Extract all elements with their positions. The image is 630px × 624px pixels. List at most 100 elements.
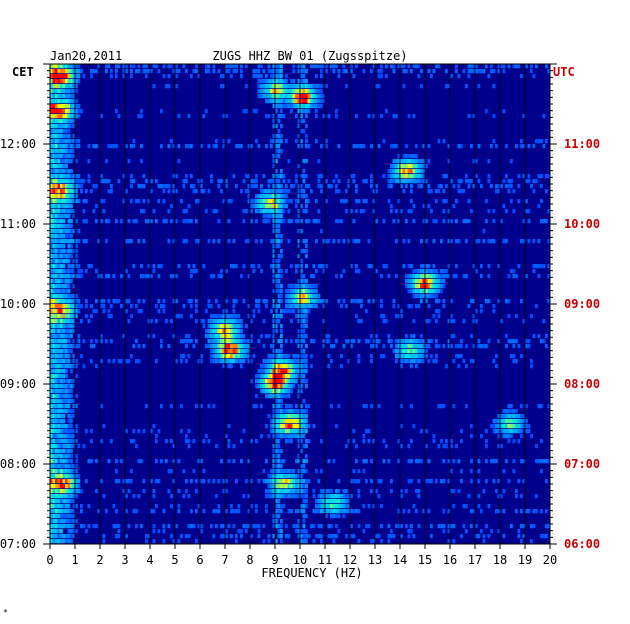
- spectrogram-cell: [330, 509, 333, 514]
- spectrogram-cell: [252, 204, 256, 209]
- spectrogram-cell: [100, 304, 103, 309]
- spectrogram-cell: [65, 314, 68, 319]
- spectrogram-cell: [430, 74, 433, 79]
- spectrogram-cell: [405, 159, 408, 164]
- spectrogram-cell: [50, 329, 53, 334]
- spectrogram-cell: [92, 184, 96, 189]
- spectrogram-cell: [187, 439, 191, 444]
- spectrogram-cell: [262, 344, 266, 349]
- spectrogram-cell: [247, 349, 251, 354]
- spectrogram-cell: [67, 144, 71, 149]
- spectrogram-cell: [237, 319, 241, 324]
- spectrogram-cell: [237, 144, 241, 149]
- spectrogram-cell: [280, 539, 283, 544]
- spectrogram-cell: [280, 479, 283, 484]
- spectrogram-cell: [90, 304, 93, 309]
- spectrogram-cell: [155, 179, 158, 184]
- spectrogram-cell: [60, 119, 63, 124]
- spectrogram-cell: [277, 129, 281, 134]
- spectrogram-cell: [402, 349, 406, 354]
- spectrogram-cell: [170, 534, 173, 539]
- spectrogram-cell: [337, 404, 341, 409]
- spectrogram-cell: [512, 469, 516, 474]
- spectrogram-cell: [50, 369, 53, 374]
- spectrogram-cell: [55, 144, 58, 149]
- spectrogram-cell: [357, 509, 361, 514]
- spectrogram-cell: [52, 494, 56, 499]
- spectrogram-cell: [450, 344, 453, 349]
- spectrogram-cell: [215, 324, 218, 329]
- spectrogram-cell: [415, 179, 418, 184]
- spectrogram-cell: [52, 444, 56, 449]
- spectrogram-cell: [250, 204, 253, 209]
- spectrogram-cell: [275, 324, 278, 329]
- spectrogram-cell: [72, 479, 76, 484]
- spectrogram-cell: [185, 144, 188, 149]
- spectrogram-cell: [62, 194, 66, 199]
- spectrogram-cell: [397, 164, 401, 169]
- spectrogram-cell: [285, 289, 288, 294]
- spectrogram-cell: [70, 74, 73, 79]
- spectrogram-cell: [290, 109, 293, 114]
- spectrogram-cell: [70, 429, 73, 434]
- spectrogram-cell: [415, 289, 418, 294]
- spectrogram-cell: [65, 324, 68, 329]
- spectrogram-cell: [172, 274, 176, 279]
- spectrogram-cell: [370, 479, 373, 484]
- spectrogram-cell: [357, 239, 361, 244]
- spectrogram-cell: [435, 64, 438, 69]
- spectrogram-cell: [125, 69, 128, 74]
- spectrogram-cell: [290, 509, 293, 514]
- spectrogram-cell: [252, 354, 256, 359]
- spectrogram-cell: [242, 349, 246, 354]
- spectrogram-cell: [502, 69, 506, 74]
- spectrogram-cell: [537, 459, 541, 464]
- spectrogram-cell: [70, 294, 73, 299]
- spectrogram-cell: [277, 84, 281, 89]
- spectrogram-cell: [312, 289, 316, 294]
- spectrogram-cell: [212, 349, 216, 354]
- spectrogram-cell: [455, 69, 458, 74]
- spectrogram-cell: [285, 74, 288, 79]
- spectrogram-cell: [327, 339, 331, 344]
- spectrogram-cell: [132, 144, 136, 149]
- spectrogram-cell: [50, 74, 53, 79]
- spectrogram-cell: [232, 174, 236, 179]
- spectrogram-cell: [50, 454, 53, 459]
- spectrogram-cell: [75, 74, 78, 79]
- spectrogram-cell: [200, 354, 203, 359]
- spectrogram-cell: [295, 434, 298, 439]
- spectrogram-cell: [287, 394, 291, 399]
- spectrogram-cell: [315, 469, 318, 474]
- spectrogram-cell: [282, 429, 286, 434]
- spectrogram-cell: [427, 184, 431, 189]
- spectrogram-cell: [380, 539, 383, 544]
- spectrogram-cell: [430, 339, 433, 344]
- spectrogram-cell: [280, 109, 283, 114]
- spectrogram-cell: [395, 164, 398, 169]
- spectrogram-cell: [342, 504, 346, 509]
- spectrogram-cell: [502, 414, 506, 419]
- spectrogram-cell: [235, 264, 238, 269]
- spectrogram-cell: [382, 264, 386, 269]
- spectrogram-cell: [67, 269, 71, 274]
- spectrogram-cell: [55, 454, 58, 459]
- spectrogram-cell: [70, 189, 73, 194]
- spectrogram-cell: [345, 199, 348, 204]
- spectrogram-cell: [297, 134, 301, 139]
- spectrogram-cell: [225, 509, 228, 514]
- spectrogram-cell: [160, 344, 163, 349]
- spectrogram-cell: [72, 469, 76, 474]
- spectrogram-cell: [140, 209, 143, 214]
- spectrogram-cell: [60, 299, 63, 304]
- spectrogram-cell: [427, 289, 431, 294]
- spectrogram-cell: [55, 84, 58, 89]
- spectrogram-cell: [72, 194, 76, 199]
- spectrogram-cell: [190, 339, 193, 344]
- spectrogram-cell: [295, 379, 298, 384]
- spectrogram-cell: [130, 69, 133, 74]
- spectrogram-cell: [70, 94, 73, 99]
- spectrogram-cell: [50, 309, 53, 314]
- spectrogram-cell: [52, 519, 56, 524]
- spectrogram-cell: [405, 284, 408, 289]
